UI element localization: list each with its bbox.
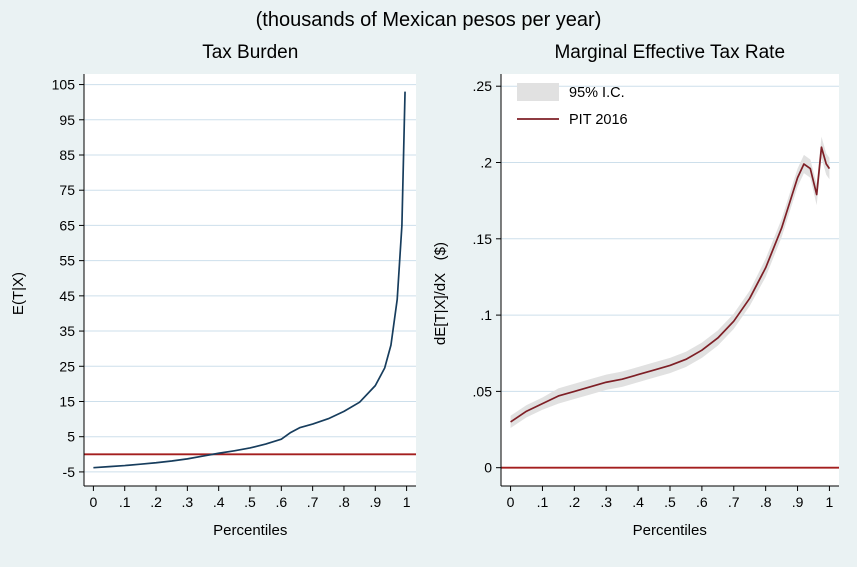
svg-text:.4: .4 [213,494,225,510]
svg-text:0: 0 [506,494,514,510]
svg-text:.9: .9 [791,494,803,510]
svg-text:.2: .2 [480,155,492,171]
metr-body: dE[T|X]/dX ($) 0 .05 .1 .15 .2 .25 0 .1 .2 .3 .4 .5… [429,68,852,520]
svg-text:.6: .6 [275,494,287,510]
svg-text:1: 1 [825,494,833,510]
svg-text:.8: .8 [759,494,771,510]
metr-ylabel: dE[T|X]/dX ($) [432,242,449,346]
svg-text:.1: .1 [119,494,131,510]
svg-text:.5: .5 [664,494,676,510]
svg-text:.8: .8 [338,494,350,510]
svg-text:85: 85 [59,147,75,163]
svg-text:.15: .15 [472,231,492,247]
svg-text:1: 1 [403,494,411,510]
svg-text:.3: .3 [600,494,612,510]
tax-burden-body: E(T|X) -5 5 15 25 35 45 55 65 75 85 95 105 0 .1 .2 .3 .4… [6,68,429,520]
svg-text:.1: .1 [480,307,492,323]
svg-text:0: 0 [89,494,97,510]
metr-xlabel: Percentiles [632,522,707,539]
svg-text:.6: .6 [696,494,708,510]
svg-text:.4: .4 [632,494,644,510]
metr-title: Marginal Effective Tax Rate [554,42,786,63]
figure-title: (thousands of Mexican pesos per year) [255,9,602,31]
svg-text:65: 65 [59,217,75,233]
svg-text:-5: -5 [63,464,76,480]
tax-burden-ylabel: E(T|X) [9,272,27,316]
svg-text:PIT 2016: PIT 2016 [569,112,628,128]
metr-ylabel-wrap: dE[T|X]/dX ($) [429,68,453,520]
svg-text:.7: .7 [727,494,739,510]
panels: Tax Burden E(T|X) -5 5 15 25 35 45 55 65 75 85 95 1… [2,38,855,544]
svg-text:75: 75 [59,182,75,198]
tax-burden-plot: -5 5 15 25 35 45 55 65 75 85 95 105 0 .1 .2 .3 .4 .5 .6 .7.… [52,74,416,510]
svg-text:105: 105 [52,77,76,93]
svg-text:.7: .7 [307,494,319,510]
svg-text:35: 35 [59,323,75,339]
svg-text:.9: .9 [369,494,381,510]
svg-text:.05: .05 [472,383,492,399]
svg-text:45: 45 [59,288,75,304]
svg-text:.25: .25 [472,78,492,94]
svg-text:95% I.C.: 95% I.C. [569,85,625,101]
svg-text:25: 25 [59,358,75,374]
svg-text:5: 5 [67,429,75,445]
svg-text:.5: .5 [244,494,256,510]
tax-burden-title: Tax Burden [202,42,299,63]
panel-metr: Marginal Effective Tax Rate dE[T|X]/dX (… [429,38,852,544]
svg-text:.2: .2 [568,494,580,510]
svg-text:95: 95 [59,112,75,128]
tax-burden-xlabel: Percentiles [213,522,288,539]
svg-text:55: 55 [59,253,75,269]
svg-text:.2: .2 [150,494,162,510]
svg-text:.1: .1 [536,494,548,510]
metr-plot: 0 .05 .1 .15 .2 .25 0 .1 .2 .3 .4 .5 .6 .7 .8 .9 1 95% I.… [472,74,839,510]
panel-tax-burden: Tax Burden E(T|X) -5 5 15 25 35 45 55 65 75 85 95 1… [6,38,429,544]
tax-burden-ylabel-wrap: E(T|X) [6,68,30,520]
svg-text:0: 0 [484,460,492,476]
svg-text:.3: .3 [182,494,194,510]
svg-text:15: 15 [59,393,75,409]
